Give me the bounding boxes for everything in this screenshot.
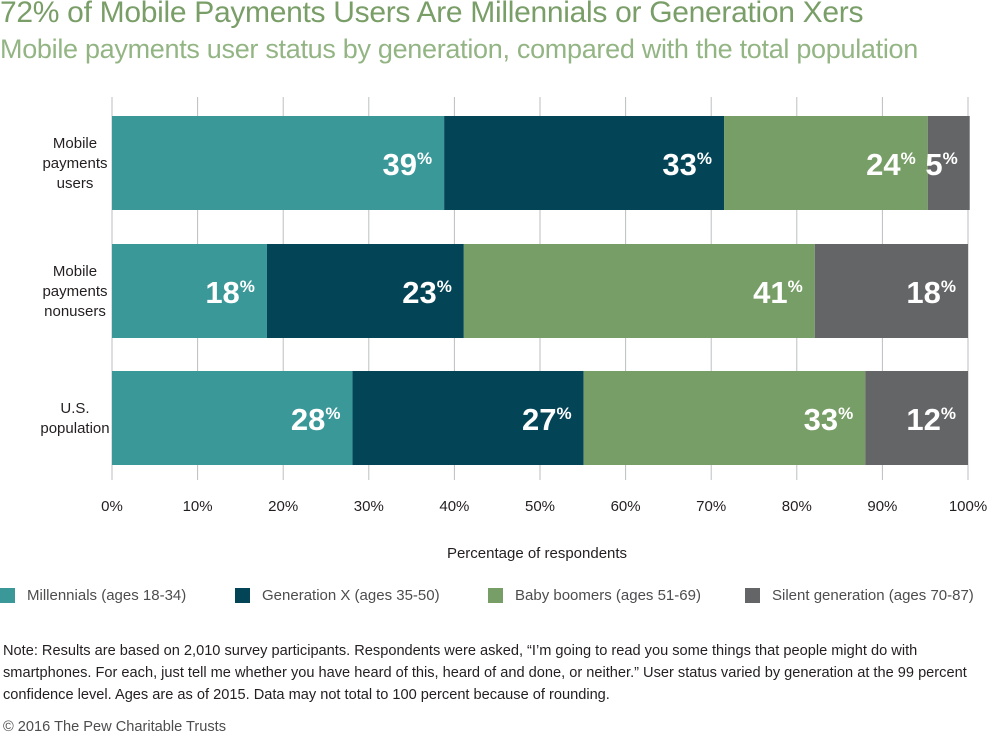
data-label: 28% (291, 402, 341, 437)
chart-title: 72% of Mobile Payments Users Are Millenn… (0, 0, 864, 29)
legend-swatch (488, 588, 503, 603)
x-tick-label: 30% (354, 498, 384, 515)
legend-item: Baby boomers (ages 51-69) (488, 587, 701, 604)
bar-segment (724, 116, 928, 210)
data-label: 5% (925, 147, 957, 182)
category-label: U.S. population (40, 400, 109, 437)
bar-segment (927, 116, 970, 210)
bar-segment (463, 244, 815, 338)
data-label: 41% (753, 275, 803, 310)
legend-swatch (235, 588, 250, 603)
bar-segment (352, 371, 584, 465)
data-label: 33% (662, 147, 712, 182)
x-tick-label: 60% (611, 498, 641, 515)
legend-swatch (745, 588, 760, 603)
x-tick-label: 10% (183, 498, 213, 515)
chart-subtitle: Mobile payments user status by generatio… (0, 34, 918, 64)
data-label: 18% (205, 275, 255, 310)
x-tick-label: 20% (268, 498, 298, 515)
data-label: 39% (383, 147, 433, 182)
x-tick-label: 80% (782, 498, 812, 515)
x-tick-label: 50% (525, 498, 555, 515)
category-label: Mobile payments nonusers (42, 263, 107, 320)
data-label: 23% (402, 275, 452, 310)
data-label: 27% (522, 402, 572, 437)
note-text: Note: Results are based on 2,010 survey … (3, 643, 967, 703)
x-axis-label: Percentage of respondents (446, 545, 628, 562)
legend-swatch (0, 588, 15, 603)
legend-label: Millennials (ages 18-34) (27, 587, 187, 604)
legend-label: Generation X (ages 35-50) (262, 587, 440, 604)
data-label: 33% (804, 402, 854, 437)
category-label: Mobile payments users (42, 135, 107, 192)
legend-item: Millennials (ages 18-34) (0, 587, 186, 604)
bar-segment (444, 116, 725, 210)
legend-label: Silent generation (ages 70-87) (772, 587, 974, 604)
bar-segment (112, 116, 445, 210)
bar-segment (865, 371, 968, 465)
bar-segment (112, 371, 353, 465)
x-tick-label: 100% (949, 498, 987, 515)
x-tick-label: 40% (439, 498, 469, 515)
legend: Millennials (ages 18-34) Generation X (ag… (0, 587, 990, 607)
copyright-text: © 2016 The Pew Charitable Trusts (3, 719, 227, 735)
x-tick-label: 70% (696, 498, 726, 515)
bar-segment (112, 244, 267, 338)
bar-segment (583, 371, 866, 465)
stacked-bar-chart: 0% 10% 20% 30% 40% 50% 60% 70% 80% 90% 100% Mobile p… (40, 97, 987, 515)
bar-segment (266, 244, 464, 338)
legend-item: Generation X (ages 35-50) (235, 587, 440, 604)
data-label: 12% (906, 402, 956, 437)
x-tick-label: 0% (101, 498, 123, 515)
data-label: 24% (866, 147, 916, 182)
legend-item: Silent generation (ages 70-87) (745, 587, 974, 604)
bar-segment (814, 244, 968, 338)
data-label: 18% (906, 275, 956, 310)
x-tick-label: 90% (867, 498, 897, 515)
legend-label: Baby boomers (ages 51-69) (515, 587, 701, 604)
